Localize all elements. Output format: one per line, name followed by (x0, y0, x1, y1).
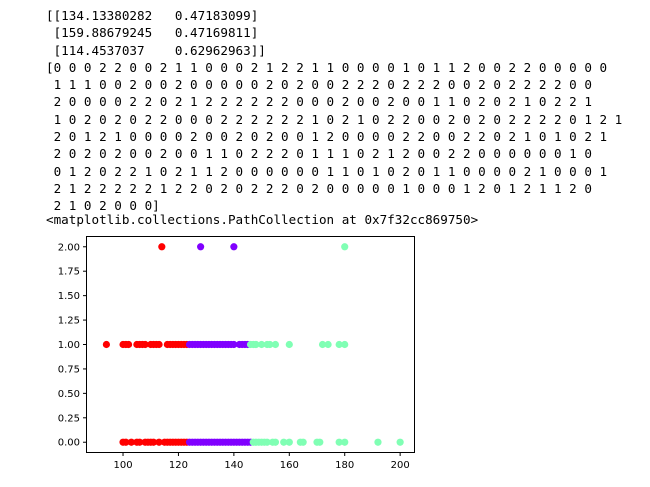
x-axis: 100 120 140 160 180 200 (113, 452, 410, 471)
y-tick-label: 1.75 (58, 267, 80, 278)
scatter-point (271, 340, 280, 349)
x-tick-label: 160 (280, 460, 299, 471)
scatter-point (155, 340, 163, 349)
scatter-point (266, 340, 274, 349)
scatter-point (197, 243, 205, 251)
x-tick-label: 180 (335, 460, 354, 471)
scatter-point (318, 340, 327, 349)
scatter-point (299, 438, 307, 446)
scatter-point (324, 340, 332, 349)
scatter-point (102, 340, 110, 349)
scatter-point (263, 438, 271, 446)
y-tick-label: 0.25 (58, 413, 80, 424)
scatter-point (155, 438, 163, 446)
scatter-point (396, 438, 404, 446)
scatter-point (149, 438, 158, 446)
y-tick-label: 1.25 (58, 316, 80, 327)
scatter-point (285, 438, 293, 446)
scatter-point (136, 438, 144, 446)
y-tick-label: 1.00 (58, 340, 80, 351)
y-tick-label: 0.00 (58, 438, 80, 449)
scatter-point (230, 340, 238, 349)
x-tick-label: 100 (113, 460, 132, 471)
scatter-point (141, 340, 149, 349)
scatter-point (158, 243, 166, 251)
x-tick-label: 120 (169, 460, 188, 471)
points-layer (102, 243, 404, 446)
scatter-point (230, 243, 238, 251)
y-tick-label: 0.50 (58, 389, 80, 400)
y-tick-label: 0.75 (58, 364, 80, 375)
scatter-point (341, 340, 349, 349)
repr-output: <matplotlib.collections.PathCollection a… (46, 212, 479, 227)
scatter-point (280, 438, 288, 446)
y-tick-label: 1.50 (58, 291, 80, 302)
scatter-point (335, 340, 343, 349)
scatter-chart: 100 120 140 160 180 200 0.00 0.25 0.50 0.75 1.00 1… (58, 236, 415, 471)
scatter-point (341, 438, 349, 446)
x-tick-label: 200 (391, 460, 410, 471)
y-tick-label: 2.00 (58, 242, 80, 253)
scatter-point (122, 438, 130, 446)
scatter-point (257, 340, 266, 349)
scatter-point (374, 438, 382, 446)
scatter-point (316, 438, 324, 446)
stdout-output: [[134.13380282 0.47183099] [159.88679245… (46, 8, 623, 214)
scatter-point (252, 340, 260, 349)
y-axis: 0.00 0.25 0.50 0.75 1.00 1.25 1.50 1.75 2.00 (58, 242, 87, 449)
scatter-point (271, 438, 280, 446)
scatter-point (285, 340, 293, 349)
x-tick-label: 140 (224, 460, 243, 471)
scatter-point (341, 243, 349, 251)
scatter-point (127, 438, 135, 446)
scatter-point (335, 438, 343, 446)
scatter-point (124, 340, 133, 349)
